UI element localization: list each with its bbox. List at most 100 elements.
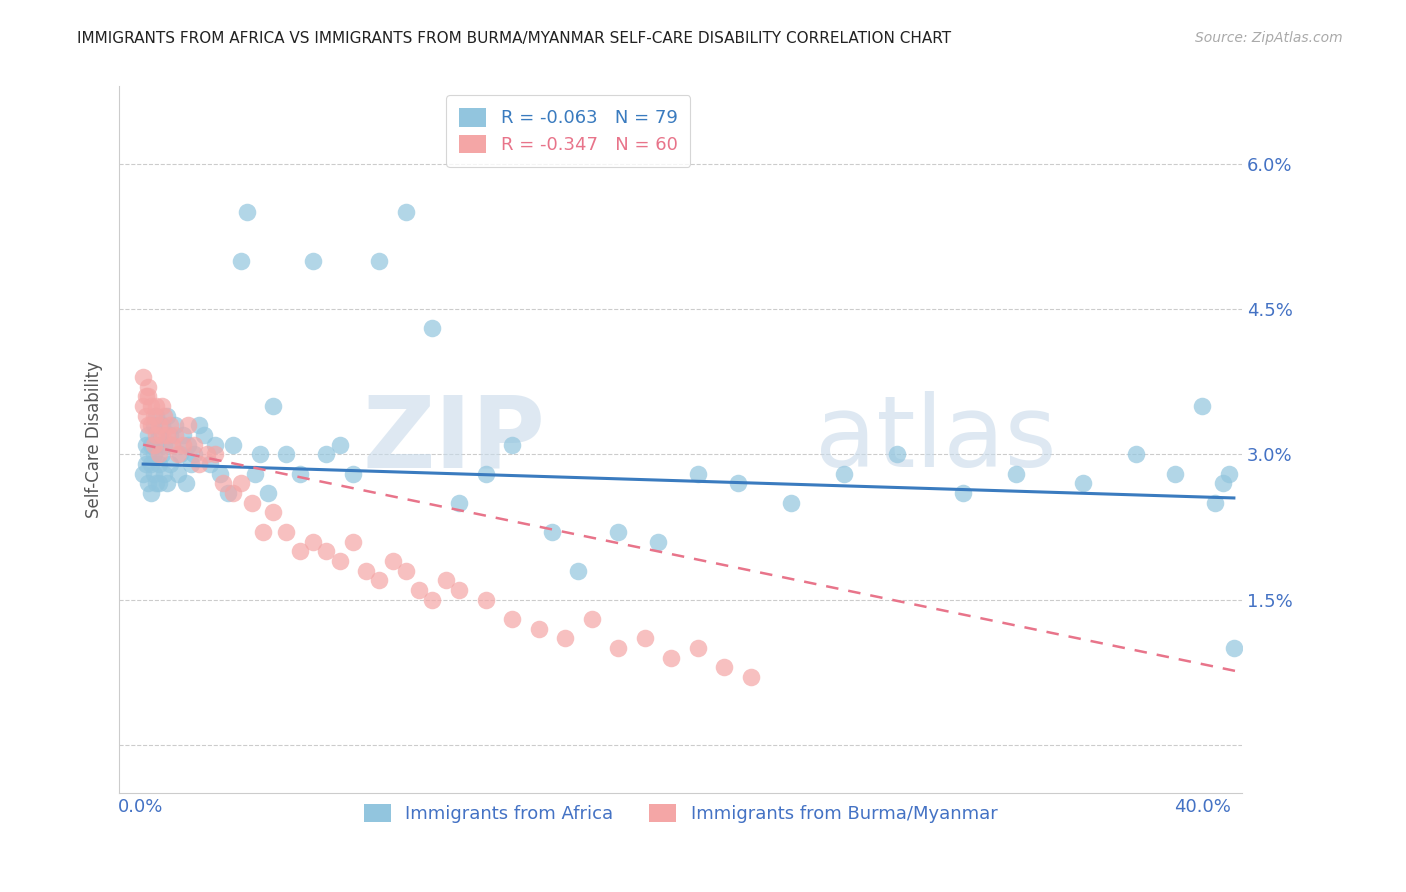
Point	[135, 438, 157, 452]
Point	[607, 641, 630, 656]
Point	[740, 670, 762, 684]
Point	[187, 418, 209, 433]
Point	[422, 592, 444, 607]
Point	[135, 457, 157, 471]
Point	[145, 438, 167, 452]
Point	[368, 253, 391, 268]
Point	[474, 467, 496, 481]
Point	[145, 476, 167, 491]
Legend: Immigrants from Africa, Immigrants from Burma/Myanmar: Immigrants from Africa, Immigrants from …	[353, 793, 1008, 834]
Text: Source: ZipAtlas.com: Source: ZipAtlas.com	[1195, 31, 1343, 45]
Point	[1071, 476, 1094, 491]
Point	[581, 612, 603, 626]
Point	[198, 457, 221, 471]
Point	[713, 660, 735, 674]
Point	[177, 418, 200, 433]
Point	[150, 428, 173, 442]
Point	[262, 399, 284, 413]
Point	[139, 486, 162, 500]
Point	[163, 418, 186, 433]
Point	[1204, 496, 1226, 510]
Point	[204, 438, 226, 452]
Point	[195, 447, 218, 461]
Point	[434, 574, 457, 588]
Text: IMMIGRANTS FROM AFRICA VS IMMIGRANTS FROM BURMA/MYANMAR SELF-CARE DISABILITY COR: IMMIGRANTS FROM AFRICA VS IMMIGRANTS FRO…	[77, 31, 952, 46]
Point	[187, 457, 209, 471]
Point	[288, 544, 311, 558]
Point	[257, 486, 280, 500]
Point	[150, 418, 173, 433]
Point	[1005, 467, 1028, 481]
Point	[217, 486, 239, 500]
Point	[159, 418, 181, 433]
Point	[148, 447, 170, 461]
Point	[328, 438, 350, 452]
Point	[474, 592, 496, 607]
Point	[779, 496, 801, 510]
Point	[288, 467, 311, 481]
Point	[235, 205, 257, 219]
Point	[240, 496, 263, 510]
Point	[139, 418, 162, 433]
Point	[1212, 476, 1234, 491]
Point	[138, 428, 160, 442]
Point	[368, 574, 391, 588]
Point	[209, 467, 232, 481]
Point	[211, 476, 233, 491]
Point	[159, 428, 181, 442]
Point	[342, 467, 364, 481]
Point	[169, 447, 191, 461]
Text: ZIP: ZIP	[363, 392, 546, 488]
Point	[222, 438, 245, 452]
Point	[1164, 467, 1187, 481]
Point	[138, 476, 160, 491]
Point	[342, 534, 364, 549]
Point	[243, 467, 266, 481]
Point	[153, 438, 176, 452]
Point	[138, 389, 160, 403]
Point	[138, 447, 160, 461]
Point	[142, 467, 165, 481]
Point	[162, 438, 184, 452]
Point	[138, 418, 160, 433]
Point	[204, 447, 226, 461]
Point	[381, 554, 404, 568]
Point	[1191, 399, 1213, 413]
Point	[686, 467, 709, 481]
Point	[252, 524, 274, 539]
Point	[183, 438, 205, 452]
Point	[148, 428, 170, 442]
Point	[832, 467, 855, 481]
Point	[156, 428, 179, 442]
Point	[395, 564, 418, 578]
Point	[139, 399, 162, 413]
Point	[177, 438, 200, 452]
Point	[222, 486, 245, 500]
Point	[153, 409, 176, 423]
Point	[554, 632, 576, 646]
Point	[138, 379, 160, 393]
Point	[162, 438, 184, 452]
Point	[302, 534, 325, 549]
Point	[634, 632, 657, 646]
Point	[166, 467, 188, 481]
Point	[315, 447, 337, 461]
Point	[686, 641, 709, 656]
Point	[302, 253, 325, 268]
Point	[166, 447, 188, 461]
Point	[142, 418, 165, 433]
Point	[231, 476, 253, 491]
Point	[354, 564, 377, 578]
Point	[172, 428, 194, 442]
Point	[132, 399, 155, 413]
Point	[567, 564, 589, 578]
Point	[135, 409, 157, 423]
Point	[408, 582, 430, 597]
Point	[1125, 447, 1147, 461]
Point	[659, 650, 682, 665]
Point	[501, 612, 523, 626]
Point	[132, 467, 155, 481]
Point	[193, 428, 215, 442]
Point	[422, 321, 444, 335]
Point	[315, 544, 337, 558]
